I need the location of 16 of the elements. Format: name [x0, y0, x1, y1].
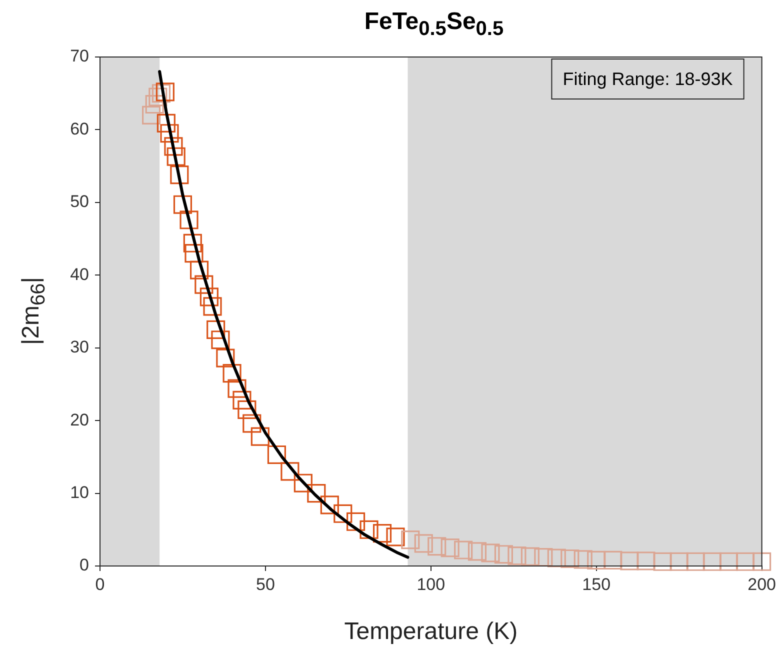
y-tick-label: 40: [70, 264, 89, 284]
x-tick-label: 150: [582, 574, 611, 594]
annotation: Fiting Range: 18-93K: [562, 68, 733, 89]
y-tick-label: 30: [70, 338, 89, 357]
y-tick-label: 0: [80, 556, 89, 575]
y-tick-label: 20: [70, 410, 89, 430]
x-tick-label: 100: [416, 574, 446, 594]
x-tick-label: 200: [748, 574, 776, 594]
y-tick-label: 50: [70, 192, 89, 212]
y-tick-label: 60: [70, 119, 89, 138]
x-tick-label: 50: [256, 574, 275, 594]
y-tick-label: 10: [70, 482, 89, 502]
y-tick-label: 70: [70, 46, 89, 66]
x-tick-label: 0: [95, 574, 105, 594]
x-axis-title: Temperature (K): [344, 618, 518, 646]
chart-title: FeTe$_{0.5}$Se$_{0.5}$: [363, 8, 505, 41]
